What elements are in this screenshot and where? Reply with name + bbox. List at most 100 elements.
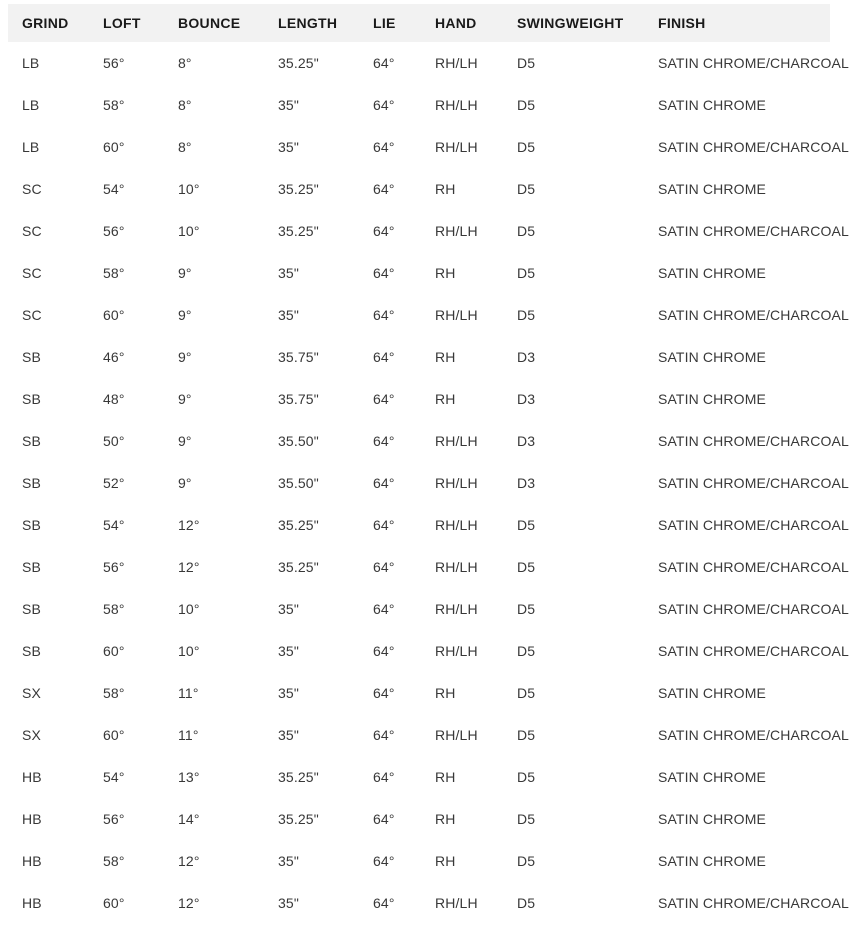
cell-swingweight: D5: [517, 811, 536, 827]
cell-loft: 54°: [103, 517, 125, 533]
cell-lie: 64°: [373, 559, 395, 575]
cell-length: 35": [278, 727, 299, 743]
cell-hand: RH/LH: [435, 517, 478, 533]
cell-lie: 64°: [373, 391, 395, 407]
cell-finish: SATIN CHROME/CHARCOAL: [658, 643, 849, 659]
cell-hand: RH: [435, 349, 456, 365]
cell-bounce: 10°: [178, 643, 200, 659]
table-row: SC 56° 10° 35.25" 64° RH/LH D5 SATIN CHROME/CHA…: [8, 210, 849, 252]
cell-lie: 64°: [373, 895, 395, 911]
table-row: SC 58° 9° 35" 64° RH D5 SATIN CHROME: [8, 252, 830, 294]
cell-finish: SATIN CHROME/CHARCOAL: [658, 559, 849, 575]
cell-bounce: 8°: [178, 55, 192, 71]
cell-loft: 60°: [103, 139, 125, 155]
cell-hand: RH/LH: [435, 895, 478, 911]
column-header-lie: LIE: [359, 4, 421, 42]
cell-grind: SB: [22, 391, 41, 407]
cell-grind: SB: [22, 433, 41, 449]
cell-loft: 56°: [103, 55, 125, 71]
table-row: SB 50° 9° 35.50" 64° RH/LH D3 SATIN CHROME/CHAR…: [8, 420, 849, 462]
cell-bounce: 13°: [178, 769, 200, 785]
cell-grind: SB: [22, 517, 41, 533]
cell-length: 35": [278, 139, 299, 155]
cell-grind: SC: [22, 223, 42, 239]
cell-length: 35.25": [278, 559, 319, 575]
cell-hand: RH/LH: [435, 601, 478, 617]
cell-hand: RH/LH: [435, 727, 478, 743]
cell-swingweight: D3: [517, 391, 536, 407]
cell-finish: SATIN CHROME: [658, 97, 766, 113]
spec-table-header: GRIND LOFT BOUNCE LENGTH LIE HAND SWINGWEIGHT F…: [8, 4, 830, 42]
cell-finish: SATIN CHROME: [658, 349, 766, 365]
cell-lie: 64°: [373, 307, 395, 323]
cell-loft: 58°: [103, 853, 125, 869]
cell-grind: SX: [22, 685, 41, 701]
cell-finish: SATIN CHROME: [658, 265, 766, 281]
cell-loft: 52°: [103, 475, 125, 491]
cell-lie: 64°: [373, 181, 395, 197]
cell-grind: SB: [22, 643, 41, 659]
cell-loft: 58°: [103, 685, 125, 701]
cell-lie: 64°: [373, 475, 395, 491]
cell-hand: RH: [435, 181, 456, 197]
cell-lie: 64°: [373, 601, 395, 617]
table-row: SB 56° 12° 35.25" 64° RH/LH D5 SATIN CHROME/CHA…: [8, 546, 849, 588]
table-row: SB 46° 9° 35.75" 64° RH D3 SATIN CHROME: [8, 336, 830, 378]
cell-lie: 64°: [373, 643, 395, 659]
cell-length: 35.25": [278, 811, 319, 827]
cell-bounce: 9°: [178, 433, 192, 449]
cell-bounce: 8°: [178, 97, 192, 113]
cell-length: 35.25": [278, 223, 319, 239]
cell-loft: 54°: [103, 181, 125, 197]
cell-finish: SATIN CHROME/CHARCOAL: [658, 601, 849, 617]
cell-lie: 64°: [373, 139, 395, 155]
cell-finish: SATIN CHROME: [658, 391, 766, 407]
cell-length: 35": [278, 265, 299, 281]
spec-table-body: LB 56° 8° 35.25" 64° RH/LH D5 SATIN CHROME/CHAR…: [8, 42, 849, 924]
cell-swingweight: D5: [517, 601, 536, 617]
cell-hand: RH: [435, 685, 456, 701]
cell-finish: SATIN CHROME: [658, 685, 766, 701]
cell-swingweight: D5: [517, 55, 536, 71]
table-row: LB 56° 8° 35.25" 64° RH/LH D5 SATIN CHROME/CHAR…: [8, 42, 849, 84]
cell-grind: SC: [22, 181, 42, 197]
table-row: SC 54° 10° 35.25" 64° RH D5 SATIN CHROME: [8, 168, 830, 210]
cell-loft: 56°: [103, 223, 125, 239]
cell-finish: SATIN CHROME/CHARCOAL: [658, 139, 849, 155]
cell-bounce: 12°: [178, 559, 200, 575]
cell-hand: RH: [435, 853, 456, 869]
cell-length: 35": [278, 685, 299, 701]
cell-bounce: 9°: [178, 307, 192, 323]
cell-swingweight: D5: [517, 223, 536, 239]
cell-finish: SATIN CHROME: [658, 181, 766, 197]
table-row: HB 58° 12° 35" 64° RH D5 SATIN CHROME: [8, 840, 830, 882]
cell-length: 35.75": [278, 391, 319, 407]
table-row: SB 48° 9° 35.75" 64° RH D3 SATIN CHROME: [8, 378, 830, 420]
cell-hand: RH/LH: [435, 223, 478, 239]
cell-bounce: 14°: [178, 811, 200, 827]
table-row: HB 60° 12° 35" 64° RH/LH D5 SATIN CHROME/CHARCO…: [8, 882, 849, 924]
cell-bounce: 10°: [178, 223, 200, 239]
cell-length: 35": [278, 601, 299, 617]
table-row: HB 56° 14° 35.25" 64° RH D5 SATIN CHROME: [8, 798, 830, 840]
cell-lie: 64°: [373, 265, 395, 281]
cell-finish: SATIN CHROME/CHARCOAL: [658, 517, 849, 533]
cell-lie: 64°: [373, 517, 395, 533]
cell-grind: HB: [22, 853, 42, 869]
cell-finish: SATIN CHROME/CHARCOAL: [658, 727, 849, 743]
cell-grind: SB: [22, 559, 41, 575]
cell-bounce: 11°: [178, 727, 199, 743]
cell-length: 35": [278, 853, 299, 869]
cell-bounce: 8°: [178, 139, 192, 155]
cell-swingweight: D5: [517, 643, 536, 659]
cell-swingweight: D5: [517, 853, 536, 869]
cell-grind: HB: [22, 895, 42, 911]
cell-grind: SX: [22, 727, 41, 743]
cell-finish: SATIN CHROME/CHARCOAL: [658, 475, 849, 491]
cell-bounce: 12°: [178, 853, 200, 869]
cell-swingweight: D5: [517, 559, 536, 575]
cell-bounce: 9°: [178, 391, 192, 407]
cell-finish: SATIN CHROME: [658, 853, 766, 869]
cell-lie: 64°: [373, 433, 395, 449]
